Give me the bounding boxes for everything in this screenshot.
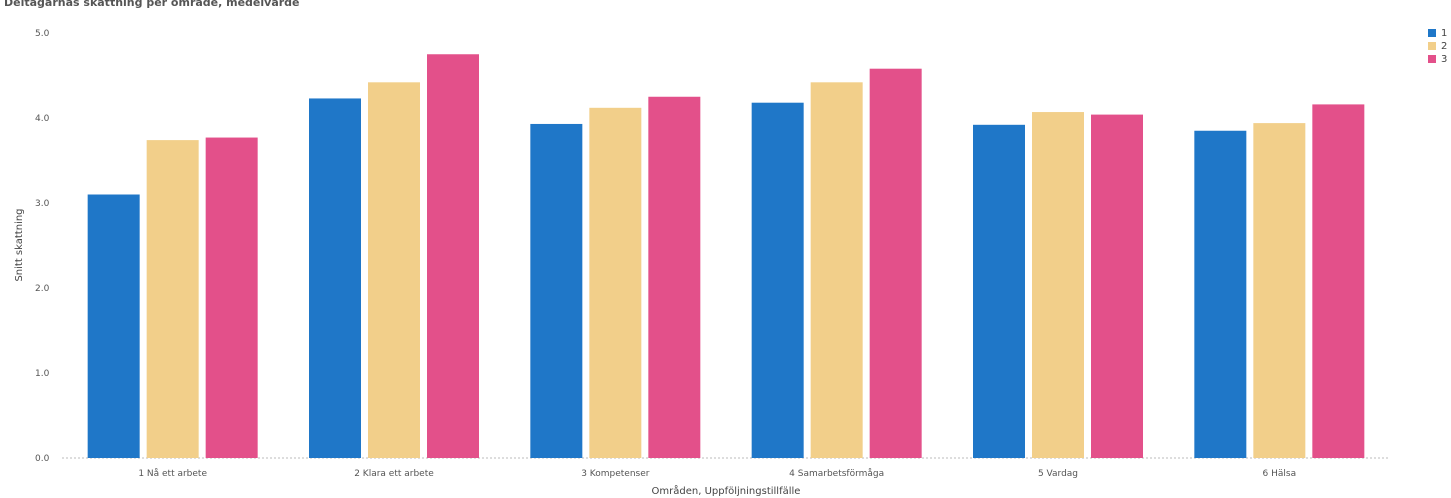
legend-label: 3	[1441, 54, 1447, 65]
bar-3	[1312, 104, 1365, 459]
legend-swatch-2	[1428, 42, 1436, 50]
bar-2	[368, 82, 420, 459]
bar-1	[87, 194, 140, 458]
legend-swatch-3	[1428, 55, 1436, 63]
bar-3	[1091, 114, 1143, 458]
x-tick-label: 3 Kompetenser	[581, 469, 650, 479]
bar-3	[427, 54, 479, 458]
bar-3	[648, 96, 701, 458]
x-axis-label: Områden, Uppföljningstillfälle	[652, 484, 801, 497]
y-tick-label: 1.0	[35, 369, 50, 379]
y-axis-label: Snitt skattning	[14, 208, 25, 281]
x-tick-label: 2 Klara ett arbete	[354, 469, 434, 479]
bar-3	[869, 68, 922, 458]
bar-1	[751, 102, 804, 458]
chart-title: Deltagarnas skattning per område, medelv…	[4, 0, 300, 9]
bar-2	[1253, 123, 1306, 458]
bar-1	[530, 123, 583, 458]
legend-swatch-1	[1428, 29, 1436, 37]
y-tick-label: 3.0	[35, 199, 50, 209]
y-tick-label: 4.0	[35, 114, 50, 124]
bar-1	[973, 124, 1025, 459]
bar-2	[589, 107, 642, 459]
bar-3	[205, 137, 258, 459]
bar-2	[1032, 112, 1084, 459]
bar-2	[810, 82, 863, 459]
y-tick-label: 5.0	[35, 29, 50, 39]
bar-1	[1194, 130, 1247, 458]
legend-label: 1	[1441, 28, 1447, 39]
legend-label: 2	[1441, 41, 1447, 52]
y-tick-label: 2.0	[35, 284, 50, 294]
y-tick-label: 0.0	[35, 454, 50, 464]
bar-2	[146, 140, 199, 458]
x-tick-label: 6 Hälsa	[1263, 469, 1297, 479]
x-tick-label: 5 Vardag	[1038, 469, 1078, 479]
x-tick-label: 4 Samarbetsförmåga	[789, 468, 884, 479]
x-tick-label: 1 Nå ett arbete	[138, 468, 207, 479]
bar-1	[309, 98, 361, 458]
